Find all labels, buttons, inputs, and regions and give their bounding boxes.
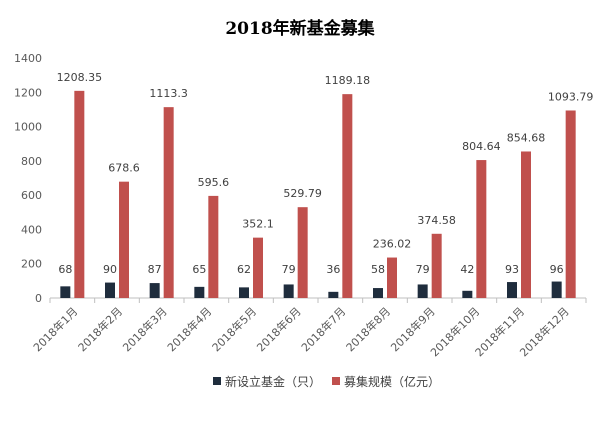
data-label-new-funds: 42 [460,263,474,276]
bar-fund-scale [208,195,219,298]
bar-new-funds [507,282,517,298]
legend-label-scale: 募集规模（亿元） [344,374,440,389]
x-tick-label: 2018年5月 [209,304,259,354]
data-label-fund-scale: 352.1 [242,218,274,231]
data-label-fund-scale: 1208.35 [57,71,103,84]
data-label-new-funds: 87 [148,263,162,276]
bar-fund-scale [521,151,531,298]
data-label-fund-scale: 854.68 [507,131,546,144]
bar-fund-scale [342,94,353,299]
bar-new-funds [239,287,249,298]
data-label-new-funds: 36 [326,263,340,276]
data-label-fund-scale: 529.79 [283,187,322,200]
y-tick-label: 400 [21,223,42,236]
bar-new-funds [373,288,383,298]
legend-swatch-scale [332,377,340,385]
y-tick-label: 600 [21,189,42,202]
y-tick-label: 1400 [14,52,42,65]
bar-fund-scale [476,160,487,298]
bar-fund-scale [163,107,174,298]
bar-fund-scale [119,181,129,298]
x-tick-label: 2018年3月 [120,304,170,354]
data-label-fund-scale: 595.6 [198,176,230,189]
y-tick-label: 200 [21,258,42,271]
data-label-fund-scale: 804.64 [462,140,501,153]
data-label-fund-scale: 678.6 [108,162,140,175]
legend-label-new-funds: 新设立基金（只） [225,374,321,389]
bar-new-funds [551,281,562,298]
data-label-new-funds: 96 [550,263,564,276]
bar-new-funds [149,283,160,298]
data-label-new-funds: 58 [371,263,385,276]
bar-fund-scale [431,233,442,298]
bar-fund-scale [297,207,308,298]
data-label-new-funds: 79 [282,263,296,276]
data-label-fund-scale: 1113.3 [149,87,188,100]
chart-title: 2018年新基金募集 [225,18,375,39]
bar-new-funds [328,291,339,298]
x-tick-label: 2018年2月 [75,304,125,354]
data-label-new-funds: 68 [58,263,72,276]
data-label-new-funds: 79 [416,263,430,276]
data-label-fund-scale: 1189.18 [325,74,371,87]
bar-new-funds [194,286,205,298]
y-tick-label: 1000 [14,121,42,134]
data-label-fund-scale: 374.58 [417,214,456,227]
x-tick-label: 2018年6月 [254,304,304,354]
bar-new-funds [417,284,428,298]
bar-fund-scale [74,90,85,299]
bar-fund-scale [253,237,263,298]
legend: 新设立基金（只） 募集规模（亿元） [213,374,440,389]
x-tick-label: 2018年7月 [298,304,348,354]
data-label-fund-scale: 1093.79 [548,90,594,103]
bar-new-funds [105,282,115,298]
data-label-new-funds: 65 [192,263,206,276]
y-tick-label: 1200 [14,86,42,99]
data-label-new-funds: 93 [505,263,519,276]
x-tick-label: 2018年4月 [164,304,214,354]
legend-swatch-new-funds [213,377,221,385]
y-tick-label: 800 [21,155,42,168]
x-tick-label: 2018年1月 [30,304,80,354]
bar-new-funds [462,290,473,298]
bar-new-funds [60,286,71,298]
x-tick-label: 2018年8月 [343,304,393,354]
data-label-new-funds: 90 [103,263,117,276]
bar-fund-scale [565,110,576,299]
bar-fund-scale [387,257,397,298]
data-label-fund-scale: 236.02 [373,238,412,251]
bar-new-funds [283,284,294,298]
data-label-new-funds: 62 [237,263,251,276]
y-tick-label: 0 [35,292,42,305]
